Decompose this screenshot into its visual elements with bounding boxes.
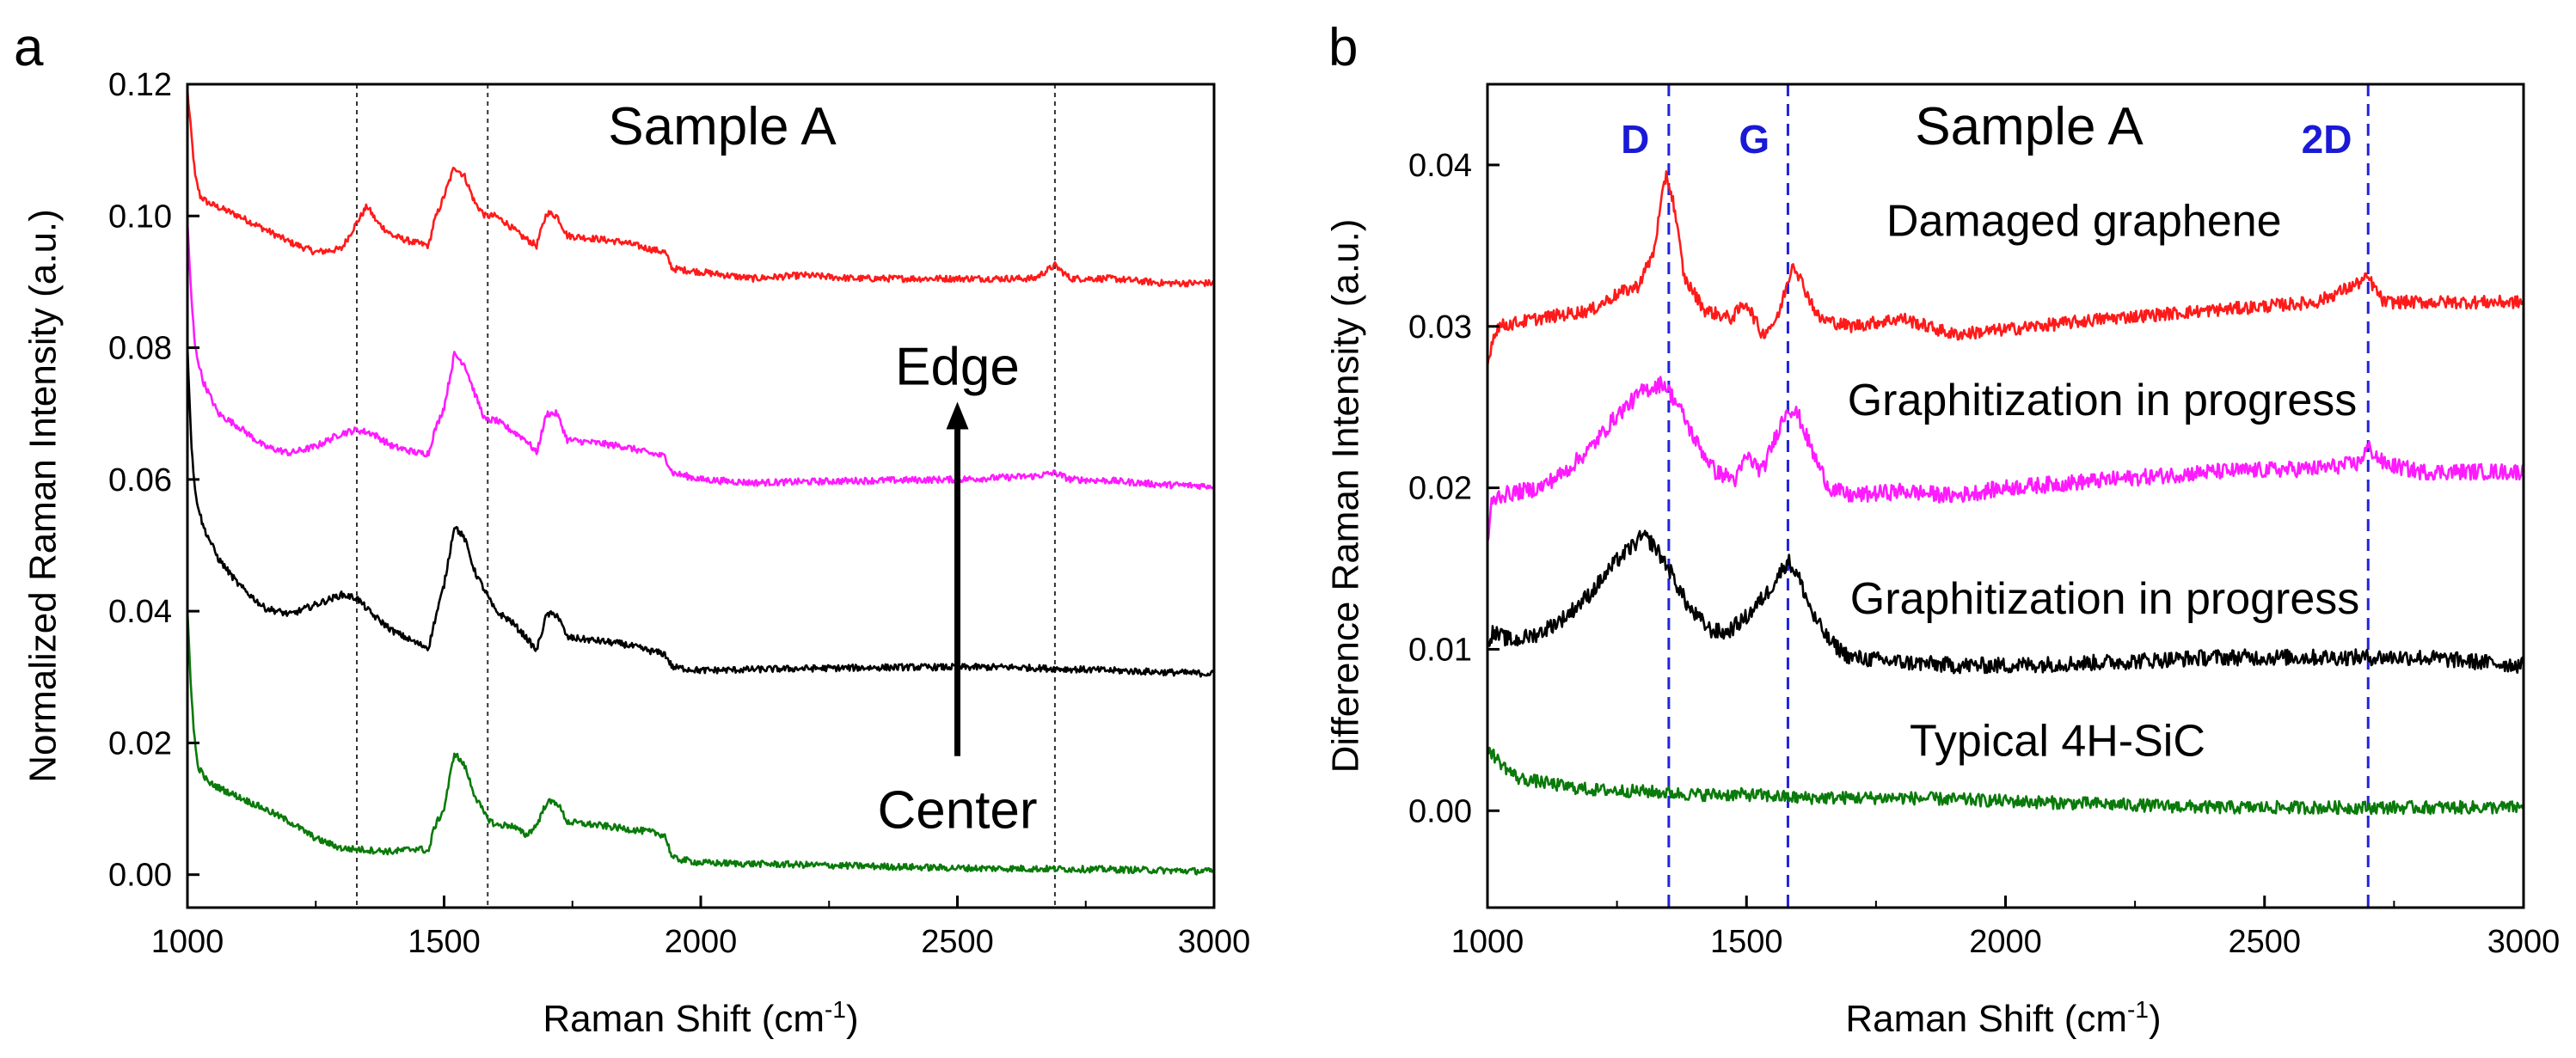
y-tick-label: 0.01 xyxy=(1408,632,1472,668)
series-line xyxy=(186,89,1216,288)
series-labels-b: Damaged graphene Graphitization in progre… xyxy=(1848,197,2360,767)
y-tick-label: 0.04 xyxy=(1408,148,1472,184)
series-line xyxy=(186,222,1216,491)
x-tick-label: 3000 xyxy=(1178,924,1251,960)
peak-label: G xyxy=(1739,117,1769,162)
x-tick-label: 1500 xyxy=(1710,924,1783,960)
x-tick-label: 1000 xyxy=(1451,924,1524,960)
x-tick-label: 2500 xyxy=(921,924,994,960)
series-line xyxy=(1486,170,2524,367)
x-axis-ticks-b: 1000 1500 2000 2500 3000 xyxy=(1451,896,2561,960)
center-to-edge-arrow xyxy=(946,401,969,756)
panel-letter-b: b xyxy=(1328,18,1358,77)
series-label: Graphitization in progress xyxy=(1848,376,2358,425)
plot-frame-a xyxy=(186,83,1216,909)
chart-title-a: Sample A xyxy=(608,97,837,156)
series-line xyxy=(186,345,1216,678)
series-line xyxy=(1486,746,2524,816)
y-tick-label: 0.02 xyxy=(108,725,172,761)
x-tick-label: 2500 xyxy=(2228,924,2301,960)
y-tick-label: 0.06 xyxy=(108,462,172,498)
x-tick-label: 2000 xyxy=(1969,924,2042,960)
panel-letter-a: a xyxy=(14,18,44,77)
y-tick-label: 0.04 xyxy=(108,594,172,630)
y-tick-label: 0.08 xyxy=(108,331,172,367)
arrow-label-center: Center xyxy=(877,781,1037,841)
x-axis-label-a: Raman Shift (cm-1) xyxy=(543,996,858,1040)
series-label: Typical 4H-SiC xyxy=(1910,716,2205,766)
x-tick-label: 2000 xyxy=(665,924,738,960)
y-tick-label: 0.00 xyxy=(1408,793,1472,829)
peak-labels-b: D G 2D xyxy=(1621,117,2352,162)
series-line xyxy=(1486,376,2525,542)
y-axis-label-a: Normalized Raman Intensity (a.u.) xyxy=(22,209,64,783)
arrow-head xyxy=(946,401,969,430)
chart-panel-b: b Damaged graphene Graphitization in prog… xyxy=(1325,18,2561,1040)
x-axis-label-b: Raman Shift (cm-1) xyxy=(1845,996,2161,1040)
series-group-a xyxy=(186,89,1216,876)
series-group-b xyxy=(1486,170,2525,816)
y-tick-label: 0.00 xyxy=(108,858,172,894)
y-tick-label: 0.12 xyxy=(108,67,172,103)
series-label: Graphitization in progress xyxy=(1850,574,2360,624)
x-tick-label: 1000 xyxy=(151,924,224,960)
x-tick-label: 3000 xyxy=(2487,924,2561,960)
y-axis-ticks-b: 0.00 0.01 0.02 0.03 0.04 xyxy=(1408,148,1500,829)
arrow-label-edge: Edge xyxy=(895,338,1020,397)
y-axis-ticks-a: 0.00 0.02 0.04 0.06 0.08 0.10 0.12 xyxy=(108,67,199,894)
chart-panel-a: a 1000 1500 2000 2500 3000 0.000.020.040.060… xyxy=(14,18,1250,1040)
peak-label: D xyxy=(1621,117,1649,162)
peak-label: 2D xyxy=(2302,117,2352,162)
y-tick-label: 0.03 xyxy=(1408,309,1472,346)
y-axis-label-b: Difference Raman Intensity (a.u.) xyxy=(1325,219,1367,774)
y-tick-label: 0.02 xyxy=(1408,471,1472,507)
y-tick-label: 0.10 xyxy=(108,199,172,235)
x-tick-label: 1500 xyxy=(408,924,481,960)
chart-title-b: Sample A xyxy=(1915,97,2144,156)
series-line xyxy=(186,610,1215,876)
series-label: Damaged graphene xyxy=(1886,197,2282,247)
x-axis-ticks-a: 1000 1500 2000 2500 3000 xyxy=(151,896,1251,960)
series-line xyxy=(1486,529,2525,675)
